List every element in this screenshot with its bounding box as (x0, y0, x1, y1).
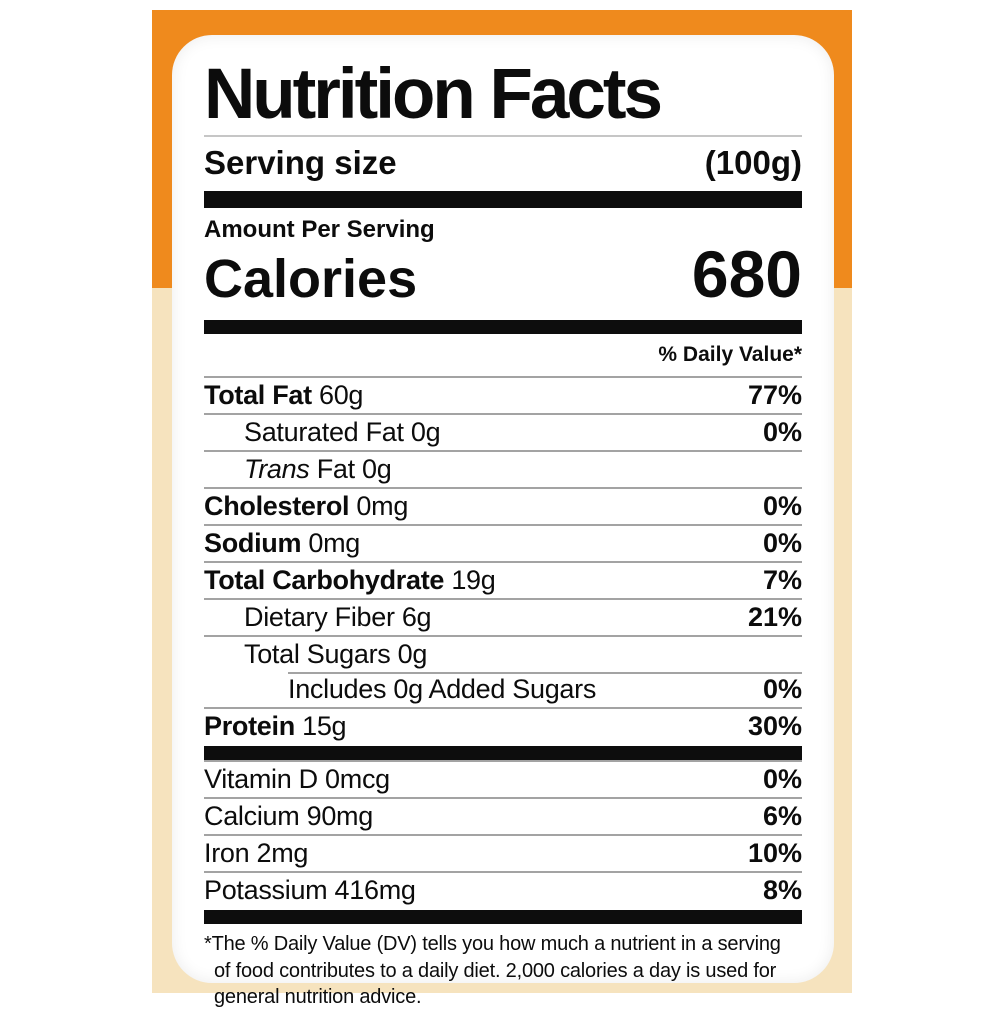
nutrient-daily-value: 10% (747, 838, 802, 868)
micronutrient-table: Vitamin D 0mcg 0% Calcium 90mg 6% Iron 2mg 10… (204, 760, 802, 908)
nutrient-name: Sodium 0mg (204, 528, 361, 558)
nutrient-name: Dietary Fiber 6g (244, 602, 432, 632)
nutrient-daily-value: 8% (762, 875, 802, 905)
nutrient-daily-value: 0% (762, 417, 802, 447)
serving-size-row: Serving size (100g) (204, 139, 802, 191)
nutrient-daily-value: 0% (762, 674, 802, 704)
thick-bar-protein (204, 746, 802, 760)
serving-size-label: Serving size (204, 144, 397, 181)
nutrient-row: Saturated Fat 0g 0% (204, 413, 802, 450)
daily-value-footnote: *The % Daily Value (DV) tells you how mu… (204, 933, 781, 1008)
amount-per-serving-label: Amount Per Serving (204, 216, 435, 243)
nutrient-name: Cholesterol 0mg (204, 491, 409, 521)
nutrient-row: Total Carbohydrate 19g 7% (204, 561, 802, 598)
nutrient-daily-value: 30% (747, 711, 802, 741)
nutrient-row: Trans Fat 0g (204, 450, 802, 487)
thick-bar-top (204, 191, 802, 208)
nutrient-name: Calcium 90mg (204, 801, 373, 831)
nutrient-row: Total Fat 60g 77% (204, 376, 802, 413)
nutrient-name: Total Sugars 0g (244, 639, 428, 669)
nutrient-row: Sodium 0mg 0% (204, 524, 802, 561)
daily-value-header: % Daily Value* (658, 343, 802, 366)
nutrient-daily-value: 6% (762, 801, 802, 831)
nutrient-row: Calcium 90mg 6% (204, 797, 802, 834)
nutrient-daily-value: 0% (762, 491, 802, 521)
nutrient-name: Iron 2mg (204, 838, 309, 868)
nutrient-name: Trans Fat 0g (244, 454, 392, 484)
nutrient-row: Cholesterol 0mg 0% (204, 487, 802, 524)
thick-bar-calories (204, 320, 802, 334)
calories-value: 680 (691, 237, 802, 311)
nutrient-name: Protein 15g (204, 711, 347, 741)
nutrient-name: Vitamin D 0mcg (204, 764, 390, 794)
nutrient-row: Vitamin D 0mcg 0% (204, 760, 802, 797)
nutrient-daily-value: 0% (762, 528, 802, 558)
nutrient-name: Saturated Fat 0g (244, 417, 441, 447)
nutrient-table: Total Fat 60g 77% Saturated Fat 0g 0% Trans … (204, 376, 802, 744)
nutrient-daily-value: 21% (747, 602, 802, 632)
nutrient-daily-value: 7% (762, 565, 802, 595)
nutrient-daily-value: 77% (747, 380, 802, 410)
calories-label: Calories (204, 249, 418, 309)
nutrient-row: Total Sugars 0g (204, 635, 802, 672)
nutrient-row: Potassium 416mg 8% (204, 871, 802, 908)
nutrition-facts-card: Nutrition Facts Serving size (100g) Amou… (172, 35, 834, 1008)
nutrient-row: Protein 15g 30% (204, 707, 802, 744)
nutrient-name: Total Fat 60g (204, 380, 364, 410)
serving-size-value: (100g) (704, 144, 802, 181)
nutrient-name: Potassium 416mg (204, 875, 416, 905)
nutrition-facts-title: Nutrition Facts (204, 55, 663, 134)
title-divider (204, 135, 802, 137)
nutrient-row: Iron 2mg 10% (204, 834, 802, 871)
poster-background: Nutrition Facts Serving size (100g) Amou… (152, 10, 852, 1008)
nutrient-name: Total Carbohydrate 19g (204, 565, 496, 595)
nutrient-row: Dietary Fiber 6g 21% (204, 598, 802, 635)
nutrient-daily-value: 0% (762, 764, 802, 794)
calories-row: Calories 680 (204, 237, 802, 318)
thick-bar-bottom (204, 910, 802, 924)
nutrient-name: Includes 0g Added Sugars (288, 674, 597, 704)
nutrient-row: Includes 0g Added Sugars 0% (204, 672, 802, 707)
